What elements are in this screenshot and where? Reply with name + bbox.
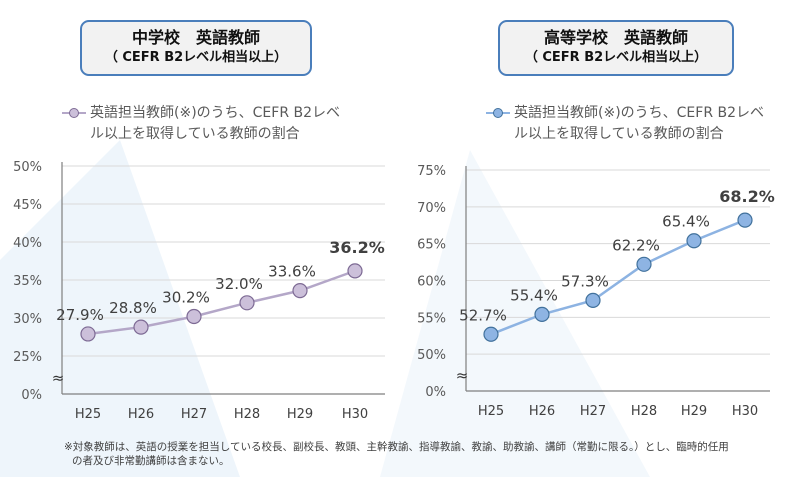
y-tick-label: 60% [417, 275, 446, 290]
x-tick-label: H28 [631, 404, 657, 419]
footnote: ※対象教師は、英語の授業を担当している校長、副校長、教頭、主幹教諭、指導教諭、教… [64, 440, 729, 468]
y-tick-label: 40% [13, 236, 42, 251]
y-tick-label: 0% [425, 385, 446, 400]
footnote-line-2: の者及び非常勤講師は含まない。 [72, 455, 230, 467]
y-tick-label: 35% [13, 274, 42, 289]
data-label: 68.2% [719, 187, 775, 206]
y-tick-label: 70% [417, 201, 446, 216]
right-subtitle: （ CEFR B2レベル相当以上） [524, 50, 708, 65]
series-line [490, 218, 746, 336]
data-point [636, 256, 652, 272]
data-label: 27.9% [56, 306, 104, 324]
data-point [347, 263, 363, 279]
data-point [686, 233, 702, 249]
left-subtitle: （ CEFR B2レベル相当以上） [104, 50, 288, 65]
data-point [133, 319, 149, 335]
right-legend: 英語担当教師(※)のうち、CEFR B2レベ ル以上を取得している教師の割合 [486, 103, 764, 145]
right-legend-text-1: 英語担当教師(※)のうち、CEFR B2レベ [514, 105, 765, 121]
data-label: 55.4% [510, 286, 558, 304]
left-legend-text-2: ル以上を取得している教師の割合 [90, 126, 300, 142]
data-label: 52.7% [459, 306, 507, 324]
y-tick-label: 50% [13, 160, 42, 175]
x-tick-label: H27 [580, 404, 606, 419]
data-point [585, 292, 601, 308]
axis-break-icon: ≈ [456, 367, 469, 385]
axis-break-icon: ≈ [52, 369, 65, 387]
y-tick-label: 50% [417, 348, 446, 363]
right-legend-text-2: ル以上を取得している教師の割合 [514, 126, 724, 142]
data-label: 32.0% [215, 275, 263, 293]
data-label: 57.3% [561, 272, 609, 290]
data-label: 36.2% [329, 238, 385, 257]
y-tick-label: 55% [417, 311, 446, 326]
x-tick-label: H25 [478, 404, 504, 419]
data-point [80, 326, 96, 342]
right-title-box: 高等学校 英語教師 （ CEFR B2レベル相当以上） [498, 20, 734, 76]
left-legend: 英語担当教師(※)のうち、CEFR B2レベ ル以上を取得している教師の割合 [62, 103, 340, 145]
data-label: 62.2% [612, 236, 660, 254]
footnote-line-1: ※対象教師は、英語の授業を担当している校長、副校長、教頭、主幹教諭、指導教諭、教… [64, 441, 729, 453]
bg-triangle [0, 140, 240, 477]
data-point [483, 326, 499, 342]
left-title-box: 中学校 英語教師 （ CEFR B2レベル相当以上） [80, 20, 312, 76]
x-tick-label: H28 [234, 407, 260, 422]
y-tick-label: 45% [13, 198, 42, 213]
right-title: 高等学校 英語教師 [543, 28, 688, 47]
x-tick-label: H27 [181, 407, 207, 422]
data-point [186, 308, 202, 325]
data-point [737, 212, 753, 228]
series-line [87, 269, 356, 336]
data-point [534, 306, 550, 322]
x-tick-label: H26 [529, 404, 555, 419]
x-tick-label: H25 [75, 407, 101, 422]
data-point [239, 295, 255, 311]
x-tick-label: H29 [287, 407, 313, 422]
x-tick-label: H26 [128, 407, 154, 422]
y-tick-label: 25% [13, 350, 42, 365]
left-legend-text-1: 英語担当教師(※)のうち、CEFR B2レベ [90, 105, 341, 121]
data-label: 28.8% [109, 299, 157, 317]
data-label: 30.2% [162, 288, 210, 306]
legend-line-marker-icon [62, 108, 86, 118]
x-tick-label: H30 [732, 404, 758, 419]
y-tick-label: 0% [21, 388, 42, 403]
data-label: 33.6% [268, 263, 316, 281]
x-tick-label: H29 [681, 404, 707, 419]
bg-triangle [380, 150, 650, 477]
left-title: 中学校 英語教師 [131, 28, 260, 47]
y-tick-label: 30% [13, 312, 42, 327]
data-label: 65.4% [662, 213, 710, 231]
y-tick-label: 75% [417, 164, 446, 179]
legend-line-marker-icon [486, 108, 510, 118]
data-point [292, 283, 308, 299]
x-tick-label: H30 [342, 407, 368, 422]
y-tick-label: 65% [417, 238, 446, 253]
